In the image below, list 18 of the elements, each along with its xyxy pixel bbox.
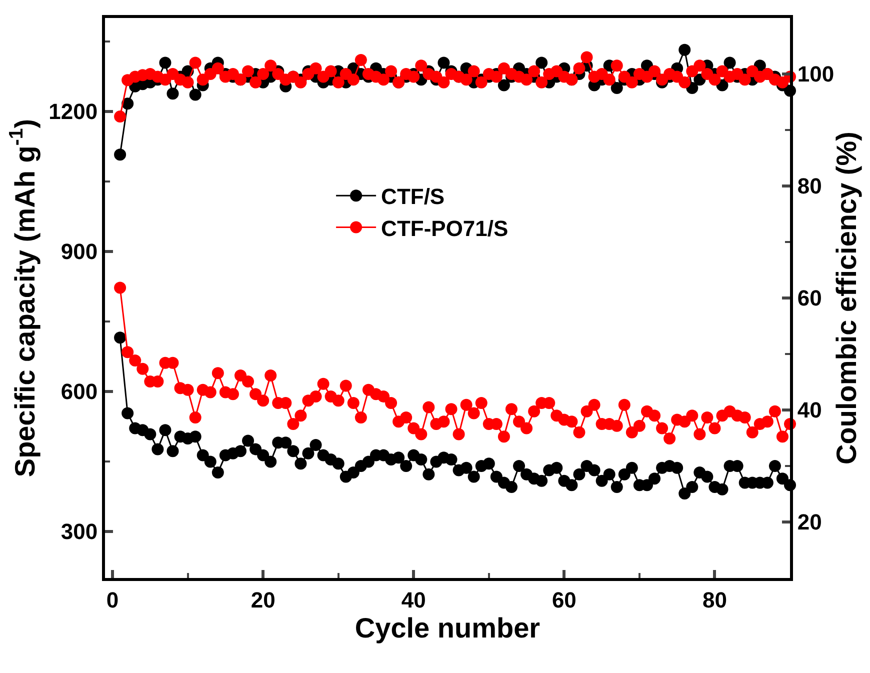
y2-tick-label: 20 xyxy=(797,510,822,535)
x-tick-label: 20 xyxy=(250,587,276,612)
x-tick-label: 80 xyxy=(702,587,727,612)
x-axis-title: Cycle number xyxy=(354,612,540,644)
legend-label: CTF-PO71/S xyxy=(381,216,508,241)
legend-label: CTF/S xyxy=(381,184,445,210)
x-tick-label: 0 xyxy=(106,587,119,612)
y-tick-label: 1200 xyxy=(48,99,98,124)
y-tick-label: 300 xyxy=(60,519,98,544)
y2-axis-title: Coulombic efficiency (%) xyxy=(831,132,862,464)
y2-tick-label: 60 xyxy=(797,286,822,311)
y2-tick-label: 80 xyxy=(797,174,822,199)
y2-tick-label: 40 xyxy=(797,398,822,423)
x-tick-label: 60 xyxy=(552,587,576,612)
x-tick-label: 40 xyxy=(401,587,426,612)
y2-tick-label: 100 xyxy=(797,62,834,87)
y-tick-label: 900 xyxy=(60,239,98,264)
y-tick-label: 600 xyxy=(60,379,98,404)
